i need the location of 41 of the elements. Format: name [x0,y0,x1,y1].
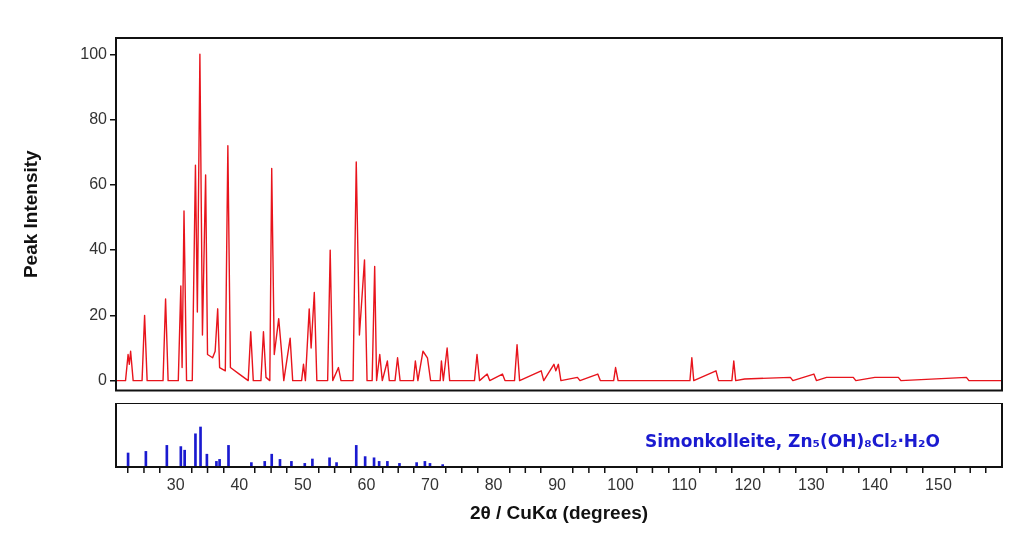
x-tick-label: 110 [671,476,698,494]
annotation: Simonkolleite, Zn₅(OH)₈Cl₂·H₂O [644,431,940,452]
bar [354,445,358,467]
y-tick-label: 80 [89,109,108,127]
bar [270,453,274,467]
x-tick-label: 140 [861,476,889,494]
bar [218,459,221,467]
bar [290,461,293,467]
x-axis-title: 2θ / CuKα (degrees) [469,501,649,523]
y-tick-label: 100 [80,44,108,62]
y-tick-label: 40 [89,240,108,258]
x-tick-label: 30 [166,476,185,494]
x-tick-label: 40 [230,476,249,494]
bar [263,461,267,467]
x-tick-label: 130 [797,476,825,494]
bar [215,461,218,467]
bar [250,462,253,467]
bar [415,462,418,467]
x-tick-label: 50 [293,476,312,494]
y-tick-label: 0 [98,371,108,389]
bar [227,445,230,467]
x-tick-label: 80 [484,476,503,494]
bar [183,449,186,467]
bar [311,458,314,467]
bar [303,463,307,467]
bar [398,463,401,467]
x-tick-label: 70 [421,476,439,494]
bar [199,426,202,467]
y-tick-label: 20 [89,305,108,323]
x-tick-label: 120 [734,476,762,494]
bar [328,457,331,467]
y-axis-title: Peak Intensity [19,149,41,279]
x-tick-label: 100 [607,476,635,494]
bar [179,446,183,467]
x-tick-label: 150 [925,476,952,494]
y-tick-label: 60 [89,175,108,193]
bar [335,462,338,467]
bar [194,433,197,467]
x-tick-label: 90 [548,476,567,494]
x-tick-label: 60 [357,476,376,494]
bar [386,461,389,467]
